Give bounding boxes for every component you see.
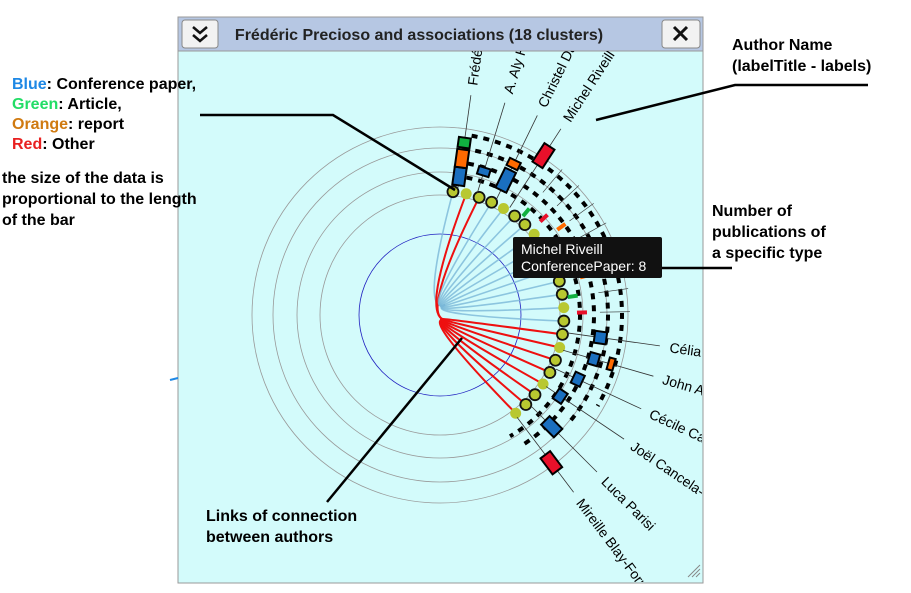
publication-bar <box>494 166 518 195</box>
spoke <box>542 169 563 193</box>
legend-color: Orange <box>12 116 68 133</box>
author-node <box>528 388 542 402</box>
author-node <box>554 342 566 354</box>
publication-bar <box>592 329 609 346</box>
publication-bar <box>521 207 531 218</box>
spoke <box>598 288 629 294</box>
legend-entry: Red: Other <box>12 136 95 153</box>
spoke <box>477 102 506 193</box>
annotation: between authors <box>206 529 333 546</box>
annotation: publications of <box>712 224 826 241</box>
window-title: Frédéric Precioso and associations (18 c… <box>235 27 603 44</box>
annotation: Author Name <box>732 37 833 54</box>
publication-bar <box>453 147 471 170</box>
stray-mark <box>169 377 179 381</box>
author-node <box>460 188 472 200</box>
author-node <box>519 398 533 411</box>
annotation: Links of connection <box>206 508 357 525</box>
author-node <box>543 366 557 379</box>
publication-bar <box>475 164 493 179</box>
link <box>438 318 517 414</box>
publication-bar <box>451 165 468 188</box>
publication-bar <box>538 213 549 224</box>
author-node <box>446 185 460 199</box>
link <box>436 196 481 321</box>
author-node <box>510 407 522 419</box>
annotation: of the bar <box>2 212 75 229</box>
legend-entry: Orange: report <box>12 116 125 133</box>
author-node <box>556 327 569 341</box>
spoke <box>530 405 598 473</box>
tooltip-detail: ConferencePaper: 8 <box>521 258 647 274</box>
publication-bar <box>551 386 570 406</box>
publication-bar <box>556 222 567 232</box>
publication-bar <box>539 449 564 476</box>
annotation: a specific type <box>712 245 822 262</box>
resize-grip <box>687 564 701 578</box>
author-node <box>555 287 569 301</box>
legend-color: Blue <box>12 76 47 93</box>
close-icon <box>672 25 689 42</box>
spoke <box>569 203 594 222</box>
author-node <box>497 202 509 214</box>
pointer-line <box>595 83 868 122</box>
collapse-icon <box>192 26 208 43</box>
publication-bar <box>569 370 587 389</box>
author-node <box>558 302 570 314</box>
legend-text: : report <box>68 116 125 133</box>
author-node <box>508 209 522 223</box>
spoke <box>509 128 562 208</box>
tooltip-name: Michel Riveill <box>521 241 603 257</box>
author-node <box>485 195 499 209</box>
ring <box>251 126 629 504</box>
spoke <box>599 311 630 313</box>
inner-ring <box>358 233 522 397</box>
publication-bar <box>576 310 588 315</box>
legend-color: Red <box>12 136 42 153</box>
legend-text: : Other <box>42 136 94 153</box>
publication-bar <box>605 356 617 372</box>
annotation: proportional to the length <box>2 191 197 208</box>
publication-bar <box>586 350 602 368</box>
publication-bar <box>539 414 564 439</box>
ring <box>319 194 561 436</box>
ring <box>296 171 584 459</box>
spoke <box>555 368 642 410</box>
publication-bar <box>505 156 523 172</box>
dashed-ring <box>455 159 596 448</box>
legend-text: : Article, <box>58 96 121 113</box>
author-node <box>537 378 549 390</box>
legend-entry: Green: Article, <box>12 96 122 113</box>
spoke <box>566 332 660 347</box>
spoke <box>556 185 580 207</box>
legend-text: : Conference paper, <box>47 76 196 93</box>
pointer-line <box>200 113 456 192</box>
legend: Blue: Conference paper, Green: Article, Or… <box>12 76 196 153</box>
author-node <box>557 314 571 328</box>
legend-color: Green <box>12 96 58 113</box>
author-node <box>518 218 532 232</box>
title-bar <box>177 16 704 52</box>
publication-bar <box>567 293 578 300</box>
annotation: Number of <box>712 203 793 220</box>
publication-bar <box>531 141 556 170</box>
publication-bar <box>456 135 472 150</box>
legend-entry: Blue: Conference paper, <box>12 76 196 93</box>
author-node <box>549 353 562 367</box>
spoke <box>579 222 607 238</box>
annotation: the size of the data is <box>2 170 164 187</box>
link <box>440 304 564 322</box>
pointer-line <box>326 337 463 503</box>
annotation: (labelTitle - labels) <box>732 58 871 75</box>
author-node <box>472 190 486 204</box>
tooltip <box>513 237 662 278</box>
